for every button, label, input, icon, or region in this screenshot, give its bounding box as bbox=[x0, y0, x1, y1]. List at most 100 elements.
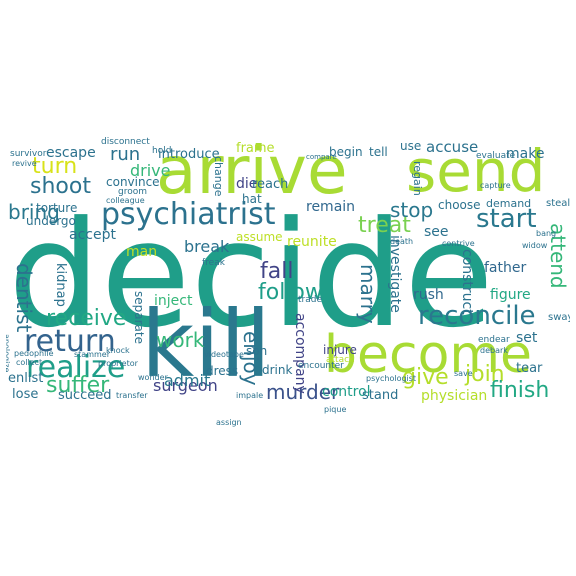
word-succeed: succeed bbox=[58, 388, 112, 403]
word-surgeon: surgeon bbox=[153, 376, 218, 395]
word-assume: assume bbox=[236, 230, 283, 244]
word-stand: stand bbox=[362, 388, 399, 403]
word-reach: reach bbox=[252, 177, 289, 192]
word-accuse: accuse bbox=[426, 138, 479, 156]
word-introduce: introduce bbox=[158, 147, 220, 162]
word-freak: freak bbox=[202, 258, 225, 268]
word-set: set bbox=[516, 330, 538, 346]
word-kill: kill bbox=[141, 291, 271, 398]
word-work: work bbox=[156, 328, 205, 352]
word-hat: hat bbox=[242, 192, 262, 206]
word-run: run bbox=[110, 144, 141, 165]
word-reconcile: reconcile bbox=[418, 301, 536, 331]
word-revive: revive bbox=[12, 159, 37, 168]
word-endear: endear bbox=[478, 335, 510, 345]
word-admit: admit bbox=[164, 371, 211, 390]
word-see: see bbox=[424, 224, 449, 240]
word-death: death bbox=[390, 237, 414, 246]
word-attack: attack bbox=[326, 355, 355, 365]
word-murder: murder bbox=[266, 380, 340, 404]
word-enlist: enlist bbox=[8, 371, 44, 386]
word-psychiatrist: psychiatrist bbox=[101, 197, 276, 232]
word-control: control bbox=[322, 384, 371, 400]
word-kidnap: kidnap bbox=[53, 263, 68, 307]
word-separate: separate bbox=[132, 291, 146, 344]
word-son: son bbox=[246, 344, 268, 358]
word-choose: choose bbox=[438, 198, 481, 212]
word-drink: drink bbox=[262, 363, 293, 377]
word-construct: construct bbox=[459, 249, 475, 315]
word-convince: convince bbox=[106, 175, 160, 189]
word-stop: stop bbox=[390, 198, 434, 222]
word-physician: physician bbox=[421, 388, 488, 404]
word-treat: treat bbox=[358, 213, 411, 238]
word-break: break bbox=[184, 237, 230, 256]
word-change: change bbox=[212, 156, 225, 197]
word-investigate: investigate bbox=[387, 235, 403, 313]
word-cloud: decide arrive send kill become psychiatr… bbox=[6, 136, 570, 439]
word-make: make bbox=[506, 146, 545, 162]
word-arrive: arrive bbox=[156, 136, 348, 209]
word-send: send bbox=[406, 137, 546, 205]
word-knock: knock bbox=[106, 346, 130, 355]
word-pedophile: pedophile bbox=[14, 349, 54, 358]
word-finish: finish bbox=[490, 378, 550, 403]
word-contrive: contrive bbox=[442, 239, 475, 248]
word-assign: assign bbox=[216, 418, 242, 427]
word-widow: widow bbox=[522, 241, 548, 250]
word-give: give bbox=[402, 365, 449, 390]
word-bang: bang bbox=[536, 229, 557, 238]
word-sway: sway bbox=[548, 312, 570, 323]
word-apologize: apologize bbox=[6, 334, 11, 373]
word-dentist: dentist bbox=[12, 263, 36, 333]
word-evaluate: evaluate bbox=[476, 151, 516, 161]
word-receive: receive bbox=[46, 306, 127, 331]
word-drive: drive bbox=[130, 161, 171, 180]
word-die: die bbox=[236, 176, 258, 192]
word-figure: figure bbox=[490, 287, 531, 303]
word-accompany: accompany bbox=[292, 313, 308, 394]
word-rush: rush bbox=[413, 287, 444, 303]
word-groom: groom bbox=[118, 187, 147, 197]
word-decide: decide bbox=[8, 190, 494, 360]
word-fall: fall bbox=[260, 259, 294, 284]
word-father: father bbox=[484, 260, 527, 276]
word-frame: frame bbox=[236, 141, 275, 156]
word-tell: tell bbox=[369, 145, 388, 159]
word-capture: capture bbox=[480, 181, 511, 190]
word-colleague: colleague bbox=[106, 196, 145, 205]
word-turn: turn bbox=[32, 154, 78, 179]
word-stammer: stammer bbox=[74, 350, 111, 359]
word-inject: inject bbox=[154, 293, 193, 309]
word-remain: remain bbox=[306, 199, 356, 215]
word-accept: accept bbox=[69, 227, 116, 243]
word-collect: collect bbox=[16, 358, 43, 367]
word-demand: demand bbox=[486, 197, 532, 210]
word-begin: begin bbox=[329, 145, 363, 159]
word-return: return bbox=[24, 324, 116, 359]
word-lose: lose bbox=[12, 387, 39, 402]
word-join: join bbox=[465, 362, 505, 387]
word-proprietor: proprietor bbox=[98, 359, 138, 368]
word-trade: trade bbox=[298, 295, 322, 305]
word-injure: injure bbox=[323, 343, 357, 357]
word-enjoy: enjoy bbox=[239, 331, 263, 386]
word-videotape: videotape bbox=[204, 350, 244, 359]
word-save: save bbox=[454, 369, 473, 378]
word-tear: tear bbox=[516, 361, 543, 376]
word-disconnect: disconnect bbox=[101, 137, 150, 147]
word-escape: escape bbox=[46, 145, 96, 161]
word-reunite: reunite bbox=[287, 234, 337, 250]
word-debark: debark bbox=[480, 346, 508, 355]
word-follow: follow bbox=[258, 280, 323, 305]
word-become: become bbox=[324, 325, 533, 385]
word-torture: torture bbox=[36, 201, 78, 215]
word-marry: marry bbox=[356, 264, 380, 324]
word-shoot: shoot bbox=[30, 174, 91, 199]
word-bring: bring bbox=[8, 200, 60, 224]
word-encounter: encounter bbox=[298, 361, 344, 371]
word-steal: steal bbox=[546, 198, 570, 209]
word-wonder: wonder bbox=[138, 373, 168, 382]
word-psychologist: psychologist bbox=[366, 374, 417, 383]
word-transfer: transfer bbox=[116, 391, 148, 400]
